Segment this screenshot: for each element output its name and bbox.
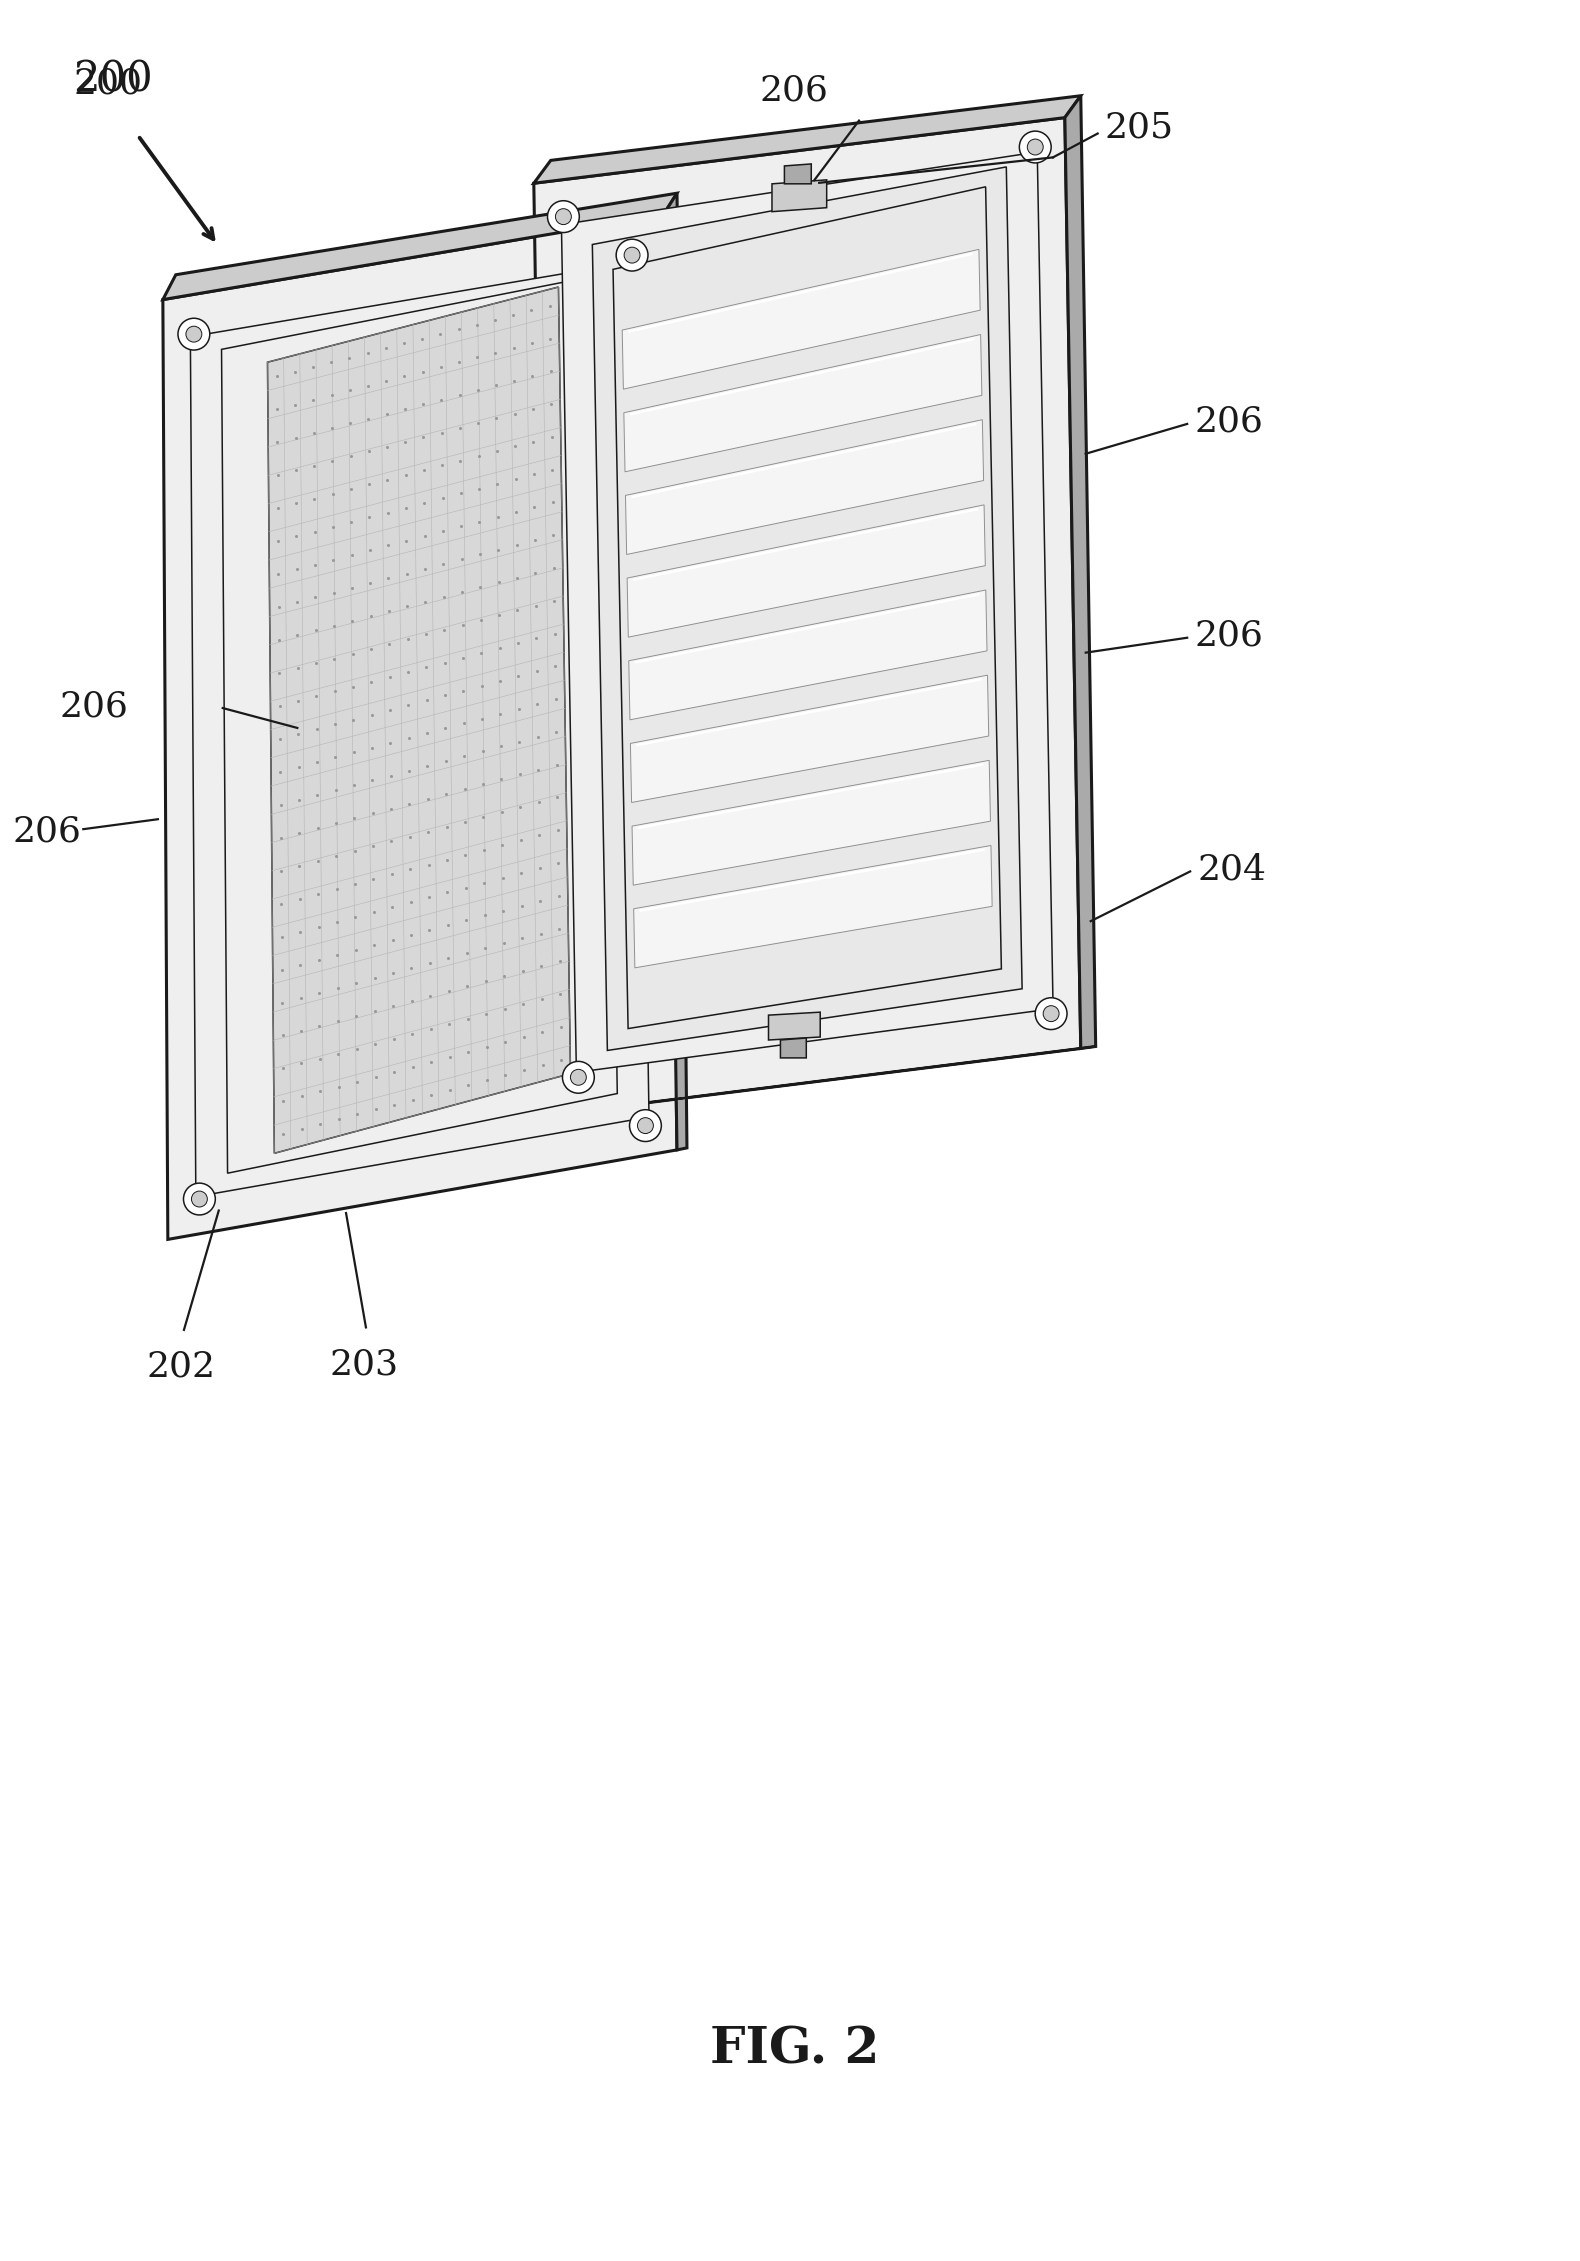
Circle shape [556, 208, 572, 224]
Polygon shape [190, 262, 649, 1196]
Text: 206: 206 [13, 814, 81, 848]
Polygon shape [624, 335, 981, 473]
Circle shape [562, 1060, 594, 1094]
Circle shape [1027, 140, 1043, 156]
Text: FIG. 2: FIG. 2 [709, 2026, 878, 2073]
Polygon shape [634, 846, 992, 968]
Polygon shape [626, 421, 984, 554]
Text: 204: 204 [1198, 852, 1266, 886]
Polygon shape [267, 287, 570, 1153]
Polygon shape [623, 249, 980, 389]
Polygon shape [629, 590, 988, 719]
Polygon shape [1065, 95, 1095, 1049]
Polygon shape [627, 504, 986, 638]
Circle shape [1019, 131, 1051, 163]
Text: 203: 203 [329, 1348, 398, 1381]
Circle shape [1043, 1006, 1059, 1022]
Circle shape [1035, 997, 1067, 1029]
Text: 200: 200 [73, 59, 153, 102]
Circle shape [183, 1183, 215, 1214]
Polygon shape [163, 192, 676, 301]
Circle shape [637, 1117, 654, 1133]
Polygon shape [221, 274, 618, 1173]
Polygon shape [613, 188, 1002, 1029]
Circle shape [570, 1069, 586, 1085]
Polygon shape [664, 192, 687, 1151]
Text: 202: 202 [147, 1350, 215, 1384]
Polygon shape [534, 118, 1081, 1115]
Polygon shape [632, 760, 991, 884]
Polygon shape [630, 676, 989, 803]
Polygon shape [784, 165, 811, 183]
Text: 206: 206 [1194, 405, 1262, 439]
Circle shape [629, 1110, 662, 1142]
Polygon shape [548, 1047, 1095, 1115]
Polygon shape [768, 1013, 820, 1040]
Text: 206: 206 [60, 690, 128, 724]
Text: 200: 200 [73, 68, 142, 102]
Circle shape [191, 1192, 207, 1207]
Text: 206: 206 [760, 75, 830, 109]
Circle shape [616, 240, 648, 271]
Text: 206: 206 [1194, 620, 1262, 653]
Polygon shape [781, 1038, 806, 1058]
Polygon shape [163, 215, 676, 1239]
Circle shape [179, 319, 210, 350]
Polygon shape [773, 181, 826, 213]
Polygon shape [534, 95, 1081, 183]
Text: 205: 205 [1104, 111, 1174, 145]
Circle shape [186, 326, 202, 341]
Polygon shape [592, 167, 1022, 1051]
Polygon shape [561, 151, 1054, 1072]
Circle shape [548, 201, 580, 233]
Circle shape [624, 246, 640, 262]
